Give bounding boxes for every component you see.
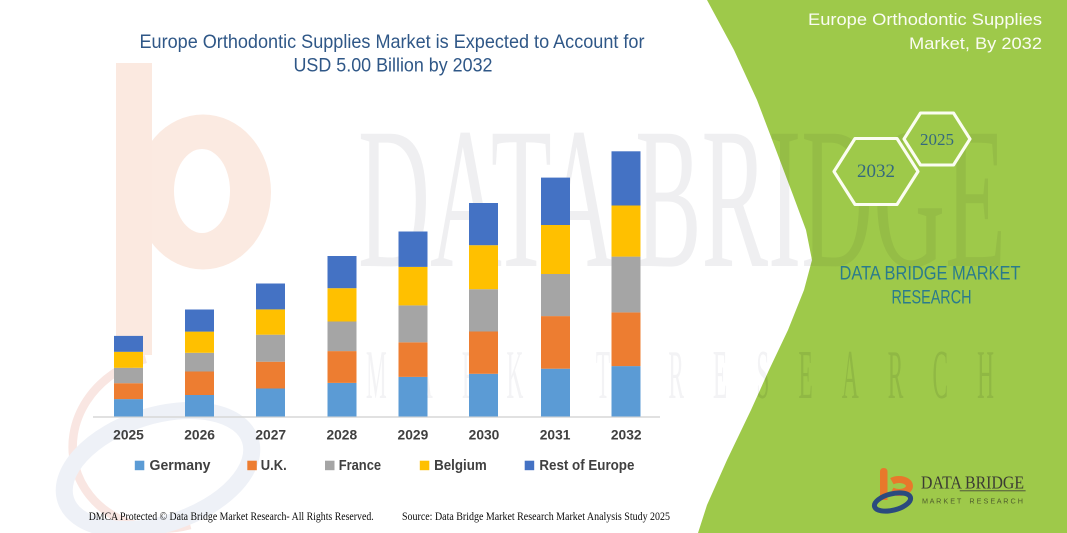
svg-text:2032: 2032	[857, 161, 895, 182]
svg-text:Market, By 2032: Market, By 2032	[909, 34, 1042, 53]
svg-text:U.K.: U.K.	[261, 458, 287, 474]
svg-text:2029: 2029	[398, 428, 429, 443]
svg-text:USD 5.00 Billion by 2032: USD 5.00 Billion by 2032	[294, 55, 493, 77]
svg-text:2025: 2025	[920, 130, 954, 149]
svg-text:Europe Orthodontic Supplies: Europe Orthodontic Supplies	[808, 10, 1042, 29]
svg-text:Europe Orthodontic Supplies Ma: Europe Orthodontic Supplies Market is Ex…	[140, 31, 645, 53]
svg-text:2031: 2031	[540, 428, 571, 443]
svg-text:DMCA Protected © Data Bridge M: DMCA Protected © Data Bridge Market Rese…	[89, 509, 374, 523]
svg-text:2025: 2025	[113, 428, 144, 443]
svg-text:2027: 2027	[255, 428, 286, 443]
svg-text:2028: 2028	[326, 428, 357, 443]
svg-text:DATA BRIDGE MARKET: DATA BRIDGE MARKET	[840, 263, 1021, 284]
svg-text:2026: 2026	[184, 428, 215, 443]
svg-text:France: France	[339, 458, 381, 474]
svg-text:DATA BRIDGE: DATA BRIDGE	[921, 472, 1024, 492]
svg-text:Source: Data Bridge Market Res: Source: Data Bridge Market Research Mark…	[402, 509, 670, 523]
svg-text:2032: 2032	[611, 428, 642, 443]
svg-text:M A R K E T R E S E A R C H: M A R K E T R E S E A R C H	[922, 499, 1023, 506]
svg-text:2030: 2030	[469, 428, 500, 443]
svg-text:RESEARCH: RESEARCH	[892, 287, 972, 308]
svg-text:Belgium: Belgium	[434, 458, 487, 474]
svg-text:Germany: Germany	[150, 458, 211, 474]
svg-text:Rest of Europe: Rest of Europe	[539, 458, 634, 474]
